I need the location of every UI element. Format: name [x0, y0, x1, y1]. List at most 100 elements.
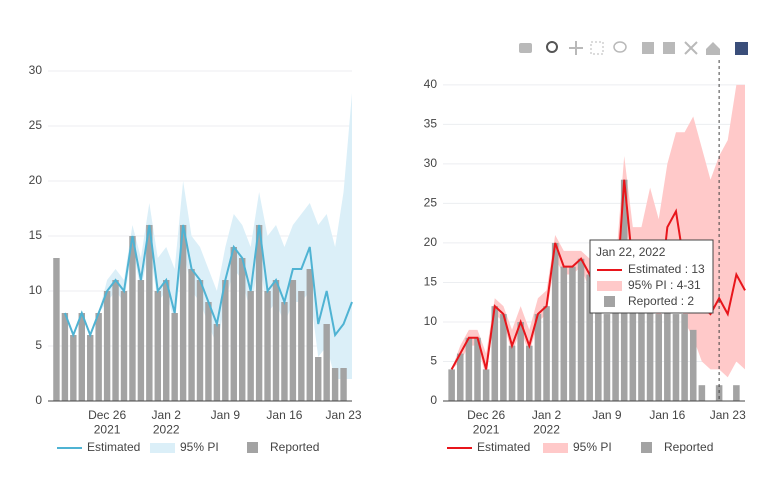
bar [500, 314, 507, 401]
pi-band [64, 93, 352, 379]
x-tick-label: Dec 26 2021 [467, 408, 505, 436]
bar [213, 324, 221, 401]
y-tick-label: 35 [424, 117, 438, 131]
legend-swatch [150, 443, 175, 453]
bar [517, 321, 524, 401]
bar [733, 385, 740, 401]
y-tick-label: 30 [29, 63, 43, 77]
y-tick-label: 10 [424, 314, 438, 328]
bar [306, 269, 313, 401]
camera-icon[interactable] [519, 43, 532, 53]
x-tick-label: Jan 16 [649, 408, 685, 422]
bar [87, 335, 94, 401]
x-tick-label: Dec 26 2021 [88, 408, 126, 436]
autoscale-icon[interactable] [684, 41, 698, 55]
bar [53, 258, 60, 401]
bar [272, 280, 280, 401]
tooltip-item: Reported : 2 [628, 294, 694, 308]
bar [331, 368, 339, 401]
tooltip-swatch [597, 281, 622, 291]
legend-label: Estimated [477, 440, 530, 454]
bar [298, 291, 305, 401]
y-tick-label: 15 [29, 228, 43, 242]
bar [255, 225, 263, 401]
bar [112, 280, 119, 401]
bar [137, 280, 145, 401]
bar [315, 357, 322, 401]
bar [340, 368, 347, 401]
bar [78, 313, 85, 401]
bar [120, 291, 128, 401]
reset-icon[interactable] [706, 42, 720, 55]
tooltip-item: Estimated : 13 [628, 262, 705, 276]
y-tick-label: 15 [424, 275, 438, 289]
bar [196, 280, 204, 401]
y-tick-label: 25 [29, 118, 43, 132]
zoom-out-icon[interactable] [663, 42, 675, 54]
bar [281, 302, 288, 401]
y-tick-label: 0 [430, 393, 437, 407]
y-tick-label: 20 [424, 235, 438, 249]
x-tick-label: Jan 9 [592, 408, 622, 422]
select-icon[interactable] [590, 41, 604, 55]
tooltip-title: Jan 22, 2022 [596, 245, 666, 259]
legend-swatch [543, 443, 568, 453]
bar [129, 236, 136, 401]
legend-label: 95% PI [180, 440, 219, 454]
bar [146, 225, 153, 401]
bar [289, 280, 297, 401]
bar [646, 282, 654, 401]
legend-label: Reported [270, 440, 319, 454]
legend-label: Reported [664, 440, 713, 454]
estimate-line [63, 224, 353, 338]
bar [586, 274, 593, 401]
bar [508, 345, 516, 401]
bar [103, 291, 111, 401]
legend-swatch [641, 442, 652, 453]
y-tick-label: 0 [35, 393, 42, 407]
x-tick-label: Jan 2 2022 [152, 408, 182, 436]
y-tick-label: 30 [424, 156, 438, 170]
zoom-icon[interactable] [546, 41, 558, 53]
bar [230, 247, 237, 401]
plotly-logo[interactable] [735, 42, 748, 55]
bar [664, 306, 671, 401]
bar [95, 313, 102, 401]
bar [595, 306, 602, 401]
bar [526, 345, 533, 401]
bar [491, 306, 499, 401]
legend-label: Estimated [87, 440, 140, 454]
bar [577, 258, 585, 401]
bar [612, 258, 619, 401]
bar [534, 314, 542, 401]
bar [163, 280, 170, 401]
modebar [519, 41, 748, 55]
pi-band [451, 84, 745, 378]
x-tick-label: Jan 23 [710, 408, 746, 422]
legend-swatch [247, 442, 258, 453]
bar [239, 258, 246, 401]
tooltip: Jan 22, 2022 Estimated : 13 95% PI : 4-31 R… [589, 239, 714, 314]
y-tick-label: 5 [430, 354, 437, 368]
bar [179, 225, 187, 401]
y-tick-label: 25 [424, 196, 438, 210]
x-tick-label: Jan 16 [266, 408, 302, 422]
bar [638, 306, 645, 401]
bar [655, 314, 662, 401]
pan-icon[interactable] [569, 41, 583, 55]
y-tick-label: 5 [35, 338, 42, 352]
bar [672, 314, 680, 401]
bar [629, 250, 637, 401]
bar [247, 291, 254, 401]
bar [61, 313, 69, 401]
bar [264, 291, 271, 401]
bar [715, 385, 723, 401]
x-tick-label: Jan 23 [326, 408, 362, 422]
zoom-in-icon[interactable] [642, 42, 654, 54]
lasso-icon[interactable] [613, 41, 627, 53]
bar [222, 280, 229, 401]
bar [188, 269, 195, 401]
bar [474, 337, 481, 401]
bar [70, 335, 77, 401]
